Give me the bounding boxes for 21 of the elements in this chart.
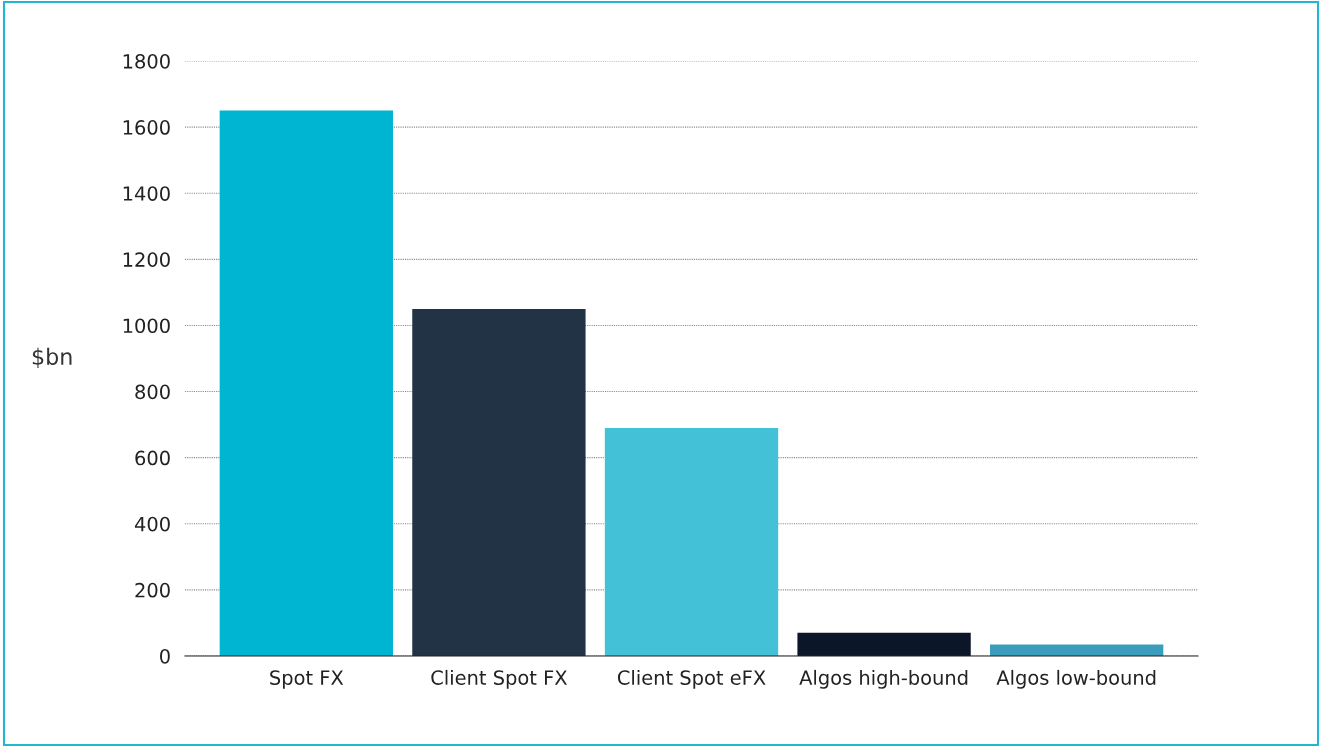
x-tick-label: Algos high-bound <box>799 669 968 689</box>
y-axis-title: $bn <box>32 347 72 368</box>
x-tick-label: Client Spot FX <box>431 669 567 689</box>
y-tick-label: 400 <box>134 516 170 532</box>
bar <box>604 427 779 656</box>
y-tick-label: 0 <box>160 648 170 664</box>
bar <box>412 308 586 656</box>
x-tick-label: Spot FX <box>270 670 344 689</box>
y-tick-label: 600 <box>135 450 170 466</box>
y-tick-label: 1000 <box>123 318 170 334</box>
bar <box>219 110 393 656</box>
y-tick-label: 800 <box>135 384 170 400</box>
y-tick-label: 1800 <box>123 53 170 69</box>
y-tick-label: 1200 <box>123 252 170 267</box>
y-tick-label: 1600 <box>123 120 170 135</box>
x-tick-label: Client Spot eFX <box>617 669 766 689</box>
y-tick-label: 200 <box>135 582 170 598</box>
bar <box>990 644 1164 656</box>
y-tick-label: 1400 <box>123 186 170 201</box>
bar <box>797 632 971 656</box>
x-tick-label: Algos low-bound <box>996 669 1156 689</box>
